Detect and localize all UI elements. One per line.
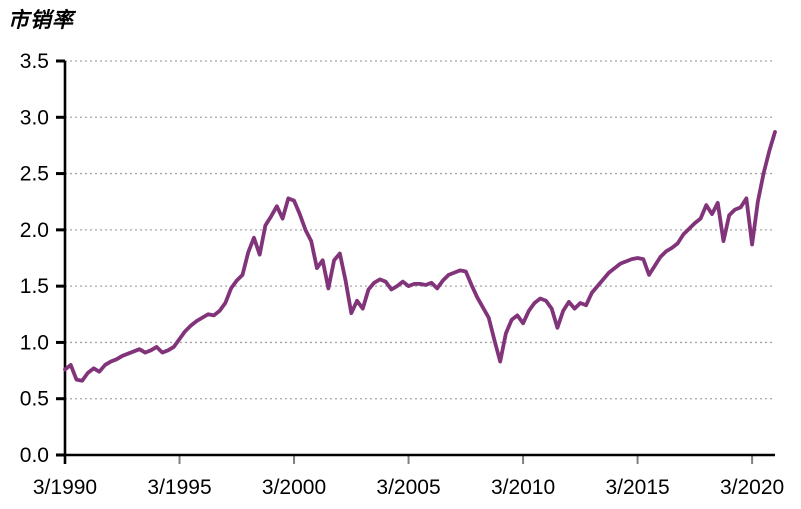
y-axis-tick-label: 2.0 [20,219,49,242]
y-axis-tick-label: 3.5 [20,50,49,73]
x-axis-tick-label: 3/2010 [491,476,555,499]
x-axis-tick-label: 3/2000 [262,476,326,499]
x-axis-tick-label: 3/1995 [147,476,211,499]
x-axis-tick-label: 3/2015 [605,476,669,499]
y-axis-tick-label: 3.0 [20,106,49,129]
y-axis-tick-label: 0.0 [20,444,49,467]
x-axis-tick-label: 3/1990 [33,476,97,499]
y-axis-tick-label: 0.5 [20,388,49,411]
series-line [63,130,777,383]
x-axis-tick-label: 3/2005 [376,476,440,499]
y-axis-tick-label: 1.0 [20,331,49,354]
chart-title: 市销率 [8,9,74,32]
y-axis-tick-label: 2.5 [20,163,49,186]
y-axis-tick-label: 1.5 [20,275,49,298]
x-axis-tick-label: 3/2020 [720,476,784,499]
